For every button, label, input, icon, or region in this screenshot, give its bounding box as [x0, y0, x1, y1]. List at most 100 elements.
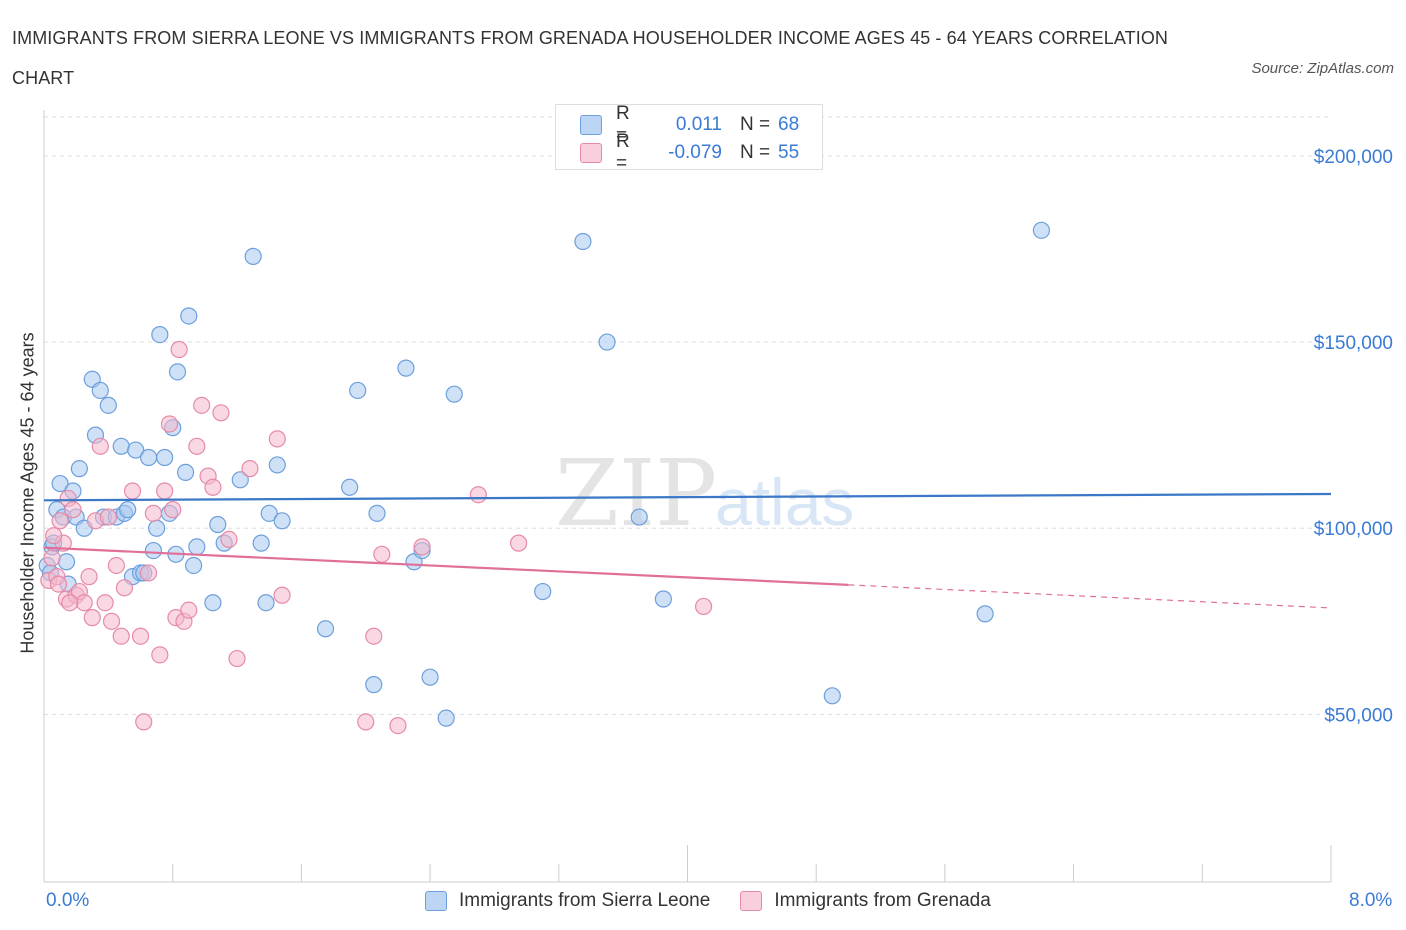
- sierra-leone-point: [598, 333, 616, 351]
- source-label: Source: ZipAtlas.com: [1251, 60, 1394, 77]
- sierra-leone-point: [51, 474, 69, 493]
- x-tick-min: 0.0%: [46, 890, 90, 911]
- grenada-point: [123, 482, 142, 500]
- grenada-point: [75, 594, 93, 612]
- y-tick-label: $100,000: [1314, 519, 1393, 540]
- sierra-leone-point: [976, 605, 994, 623]
- sierra-leone-point: [1032, 221, 1051, 239]
- sierra-leone-point: [260, 504, 278, 522]
- grenada-point: [164, 501, 182, 519]
- n-label: N =: [740, 114, 771, 135]
- grenada-point: [99, 508, 117, 526]
- sierra-leone-point: [144, 541, 162, 560]
- r-value: 0.011: [675, 114, 722, 135]
- grenada-point: [83, 609, 101, 627]
- legend-item-grenada: Immigrants from Grenada: [740, 890, 991, 912]
- sierra-leone-point: [139, 448, 158, 467]
- sierra-leone-point: [231, 471, 249, 489]
- grenada-point: [49, 575, 68, 593]
- grenada-point: [43, 549, 61, 567]
- sierra-leone-point: [185, 556, 203, 575]
- grenada-point: [144, 504, 162, 522]
- grenada-point: [273, 586, 291, 604]
- sierra-leone-point: [630, 508, 648, 526]
- grenada-trend-line: [43, 546, 849, 586]
- legend-swatch-pink: [580, 143, 602, 163]
- y-tick-label: $50,000: [1324, 705, 1393, 726]
- grenada-point: [228, 649, 246, 668]
- sierra-leone-point: [176, 463, 195, 481]
- grenada-point: [509, 534, 528, 552]
- sierra-leone-point: [99, 396, 117, 414]
- sierra-leone-point: [151, 326, 169, 344]
- watermark-atlas: atlas: [715, 465, 854, 539]
- legend-swatch-blue: [425, 891, 447, 911]
- legend-row-grenada: R = -0.079 N = 55: [580, 131, 800, 174]
- sierra-leone-point: [437, 709, 455, 727]
- grenada-point: [51, 512, 69, 530]
- grenada-point: [151, 646, 169, 664]
- sierra-leone-point: [156, 448, 174, 467]
- legend-label: Immigrants from Grenada: [774, 890, 991, 911]
- sierra-leone-point: [70, 460, 88, 478]
- grenada-point: [64, 501, 82, 519]
- r-label: R =: [616, 103, 630, 146]
- sierra-leone-point: [316, 620, 335, 638]
- sierra-leone-point: [252, 534, 270, 552]
- grenada-point: [413, 538, 431, 556]
- sierra-leone-point: [654, 590, 672, 608]
- sierra-leone-point: [57, 553, 76, 571]
- grenada-point: [45, 527, 63, 545]
- grenada-point: [139, 564, 158, 582]
- n-value: 68: [778, 114, 800, 135]
- y-axis-label: Householder Income Ages 45 - 64 years: [17, 332, 38, 654]
- grenada-point: [102, 612, 121, 630]
- legend-label: Immigrants from Sierra Leone: [459, 890, 711, 911]
- y-tick-label: $150,000: [1314, 333, 1393, 354]
- sierra-leone-point: [91, 381, 109, 400]
- chart-title: IMMIGRANTS FROM SIERRA LEONE VS IMMIGRAN…: [12, 28, 1169, 88]
- grenada-trend-extension: [848, 584, 1332, 609]
- sierra-leone-point: [244, 247, 262, 265]
- sierra-leone-point: [534, 582, 552, 601]
- grenada-point: [131, 627, 150, 645]
- legend-swatch-pink: [740, 891, 763, 911]
- sierra-leone-point: [209, 515, 227, 534]
- grenada-point: [357, 713, 375, 731]
- legend-row-sierra-leone: R = 0.011 N = 68: [580, 103, 800, 146]
- sierra-leone-trend-line: [43, 492, 1332, 502]
- sierra-leone-point: [445, 385, 463, 403]
- sierra-leone-point: [188, 538, 206, 556]
- grenada-point: [212, 404, 230, 422]
- sierra-leone-point: [574, 232, 592, 251]
- grenada-point: [61, 594, 79, 612]
- grenada-point: [365, 627, 383, 645]
- r-label: R =: [616, 131, 630, 174]
- sierra-leone-point: [112, 437, 130, 455]
- grenada-point: [180, 601, 198, 619]
- grenada-point: [160, 415, 179, 433]
- grenada-point: [373, 545, 391, 563]
- sierra-leone-point: [421, 668, 439, 686]
- x-tick-max: 8.0%: [1349, 890, 1393, 911]
- r-value: -0.079: [668, 142, 722, 163]
- grenada-point: [96, 594, 114, 612]
- grenada-point: [115, 579, 134, 597]
- sierra-leone-point: [365, 676, 383, 694]
- y-tick-label: $200,000: [1314, 147, 1393, 168]
- legend-item-sierra-leone: Immigrants from Sierra Leone: [425, 890, 710, 912]
- grenada-point: [107, 556, 125, 575]
- sierra-leone-point: [257, 594, 275, 612]
- grenada-point: [156, 482, 174, 500]
- n-value: 55: [778, 142, 800, 163]
- grenada-point: [80, 568, 98, 586]
- series-legend: Immigrants from Sierra Leone Immigrants …: [425, 890, 1021, 912]
- grenada-point: [389, 716, 407, 735]
- sierra-leone-point: [119, 501, 137, 519]
- grenada-point: [220, 530, 238, 549]
- sierra-leone-point: [148, 519, 166, 537]
- sierra-leone-point: [397, 359, 415, 377]
- grenada-point: [694, 597, 713, 616]
- sierra-leone-point: [273, 512, 291, 530]
